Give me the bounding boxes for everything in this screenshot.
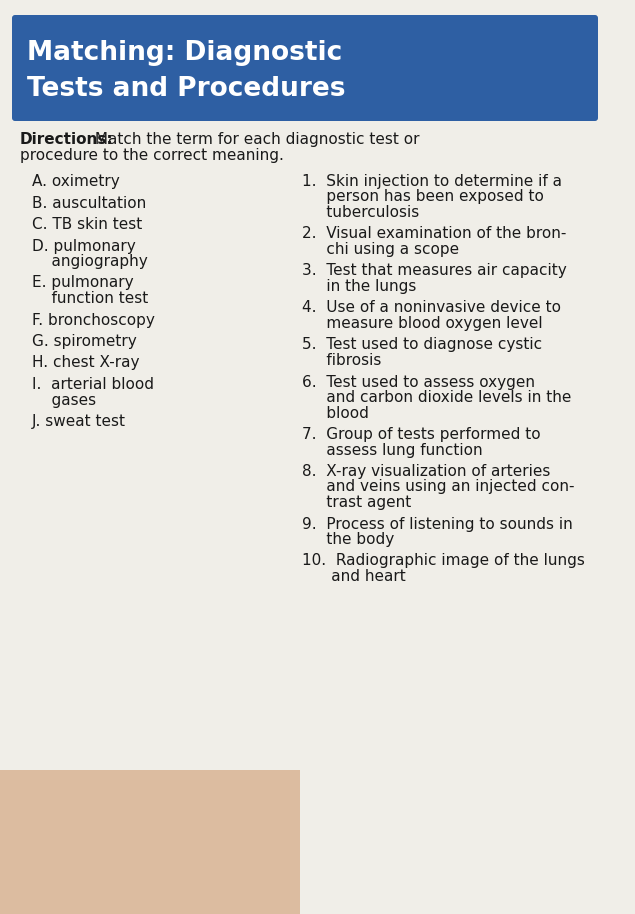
Text: and veins using an injected con-: and veins using an injected con- xyxy=(302,480,575,494)
Text: Match the term for each diagnostic test or: Match the term for each diagnostic test … xyxy=(90,132,420,147)
Text: 3.  Test that measures air capacity: 3. Test that measures air capacity xyxy=(302,263,567,279)
Text: trast agent: trast agent xyxy=(302,495,411,510)
Text: Tests and Procedures: Tests and Procedures xyxy=(27,76,345,102)
Text: A. oximetry: A. oximetry xyxy=(32,174,120,189)
Text: 1.  Skin injection to determine if a: 1. Skin injection to determine if a xyxy=(302,174,562,189)
Text: 9.  Process of listening to sounds in: 9. Process of listening to sounds in xyxy=(302,516,573,532)
Text: and carbon dioxide levels in the: and carbon dioxide levels in the xyxy=(302,390,572,405)
Text: Directions:: Directions: xyxy=(20,132,114,147)
Text: the body: the body xyxy=(302,532,394,547)
Text: tuberculosis: tuberculosis xyxy=(302,205,419,220)
Text: and heart: and heart xyxy=(302,569,406,584)
Text: function test: function test xyxy=(32,291,148,306)
Text: gases: gases xyxy=(32,392,96,408)
Text: chi using a scope: chi using a scope xyxy=(302,242,459,257)
Text: angiography: angiography xyxy=(32,254,148,269)
Text: assess lung function: assess lung function xyxy=(302,442,483,458)
Text: 5.  Test used to diagnose cystic: 5. Test used to diagnose cystic xyxy=(302,337,542,353)
Text: 10.  Radiographic image of the lungs: 10. Radiographic image of the lungs xyxy=(302,554,585,569)
Text: 2.  Visual examination of the bron-: 2. Visual examination of the bron- xyxy=(302,227,566,241)
Text: I.  arterial blood: I. arterial blood xyxy=(32,377,154,392)
Text: procedure to the correct meaning.: procedure to the correct meaning. xyxy=(20,148,284,163)
Text: 4.  Use of a noninvasive device to: 4. Use of a noninvasive device to xyxy=(302,301,561,315)
Text: J. sweat test: J. sweat test xyxy=(32,414,126,429)
Text: F. bronchoscopy: F. bronchoscopy xyxy=(32,313,155,327)
Text: in the lungs: in the lungs xyxy=(302,279,417,294)
Text: H. chest X-ray: H. chest X-ray xyxy=(32,356,140,370)
Text: E. pulmonary: E. pulmonary xyxy=(32,275,133,291)
Text: C. TB skin test: C. TB skin test xyxy=(32,217,142,232)
Text: blood: blood xyxy=(302,406,369,420)
Text: Matching: Diagnostic: Matching: Diagnostic xyxy=(27,40,342,66)
Text: measure blood oxygen level: measure blood oxygen level xyxy=(302,316,543,331)
Text: 8.  X-ray visualization of arteries: 8. X-ray visualization of arteries xyxy=(302,464,551,479)
Text: fibrosis: fibrosis xyxy=(302,353,382,368)
FancyBboxPatch shape xyxy=(12,15,598,121)
Text: person has been exposed to: person has been exposed to xyxy=(302,189,544,205)
Text: 7.  Group of tests performed to: 7. Group of tests performed to xyxy=(302,427,540,442)
FancyBboxPatch shape xyxy=(0,770,300,914)
Text: 6.  Test used to assess oxygen: 6. Test used to assess oxygen xyxy=(302,375,535,389)
Text: B. auscultation: B. auscultation xyxy=(32,196,146,210)
Text: G. spirometry: G. spirometry xyxy=(32,334,137,349)
Text: D. pulmonary: D. pulmonary xyxy=(32,239,136,253)
